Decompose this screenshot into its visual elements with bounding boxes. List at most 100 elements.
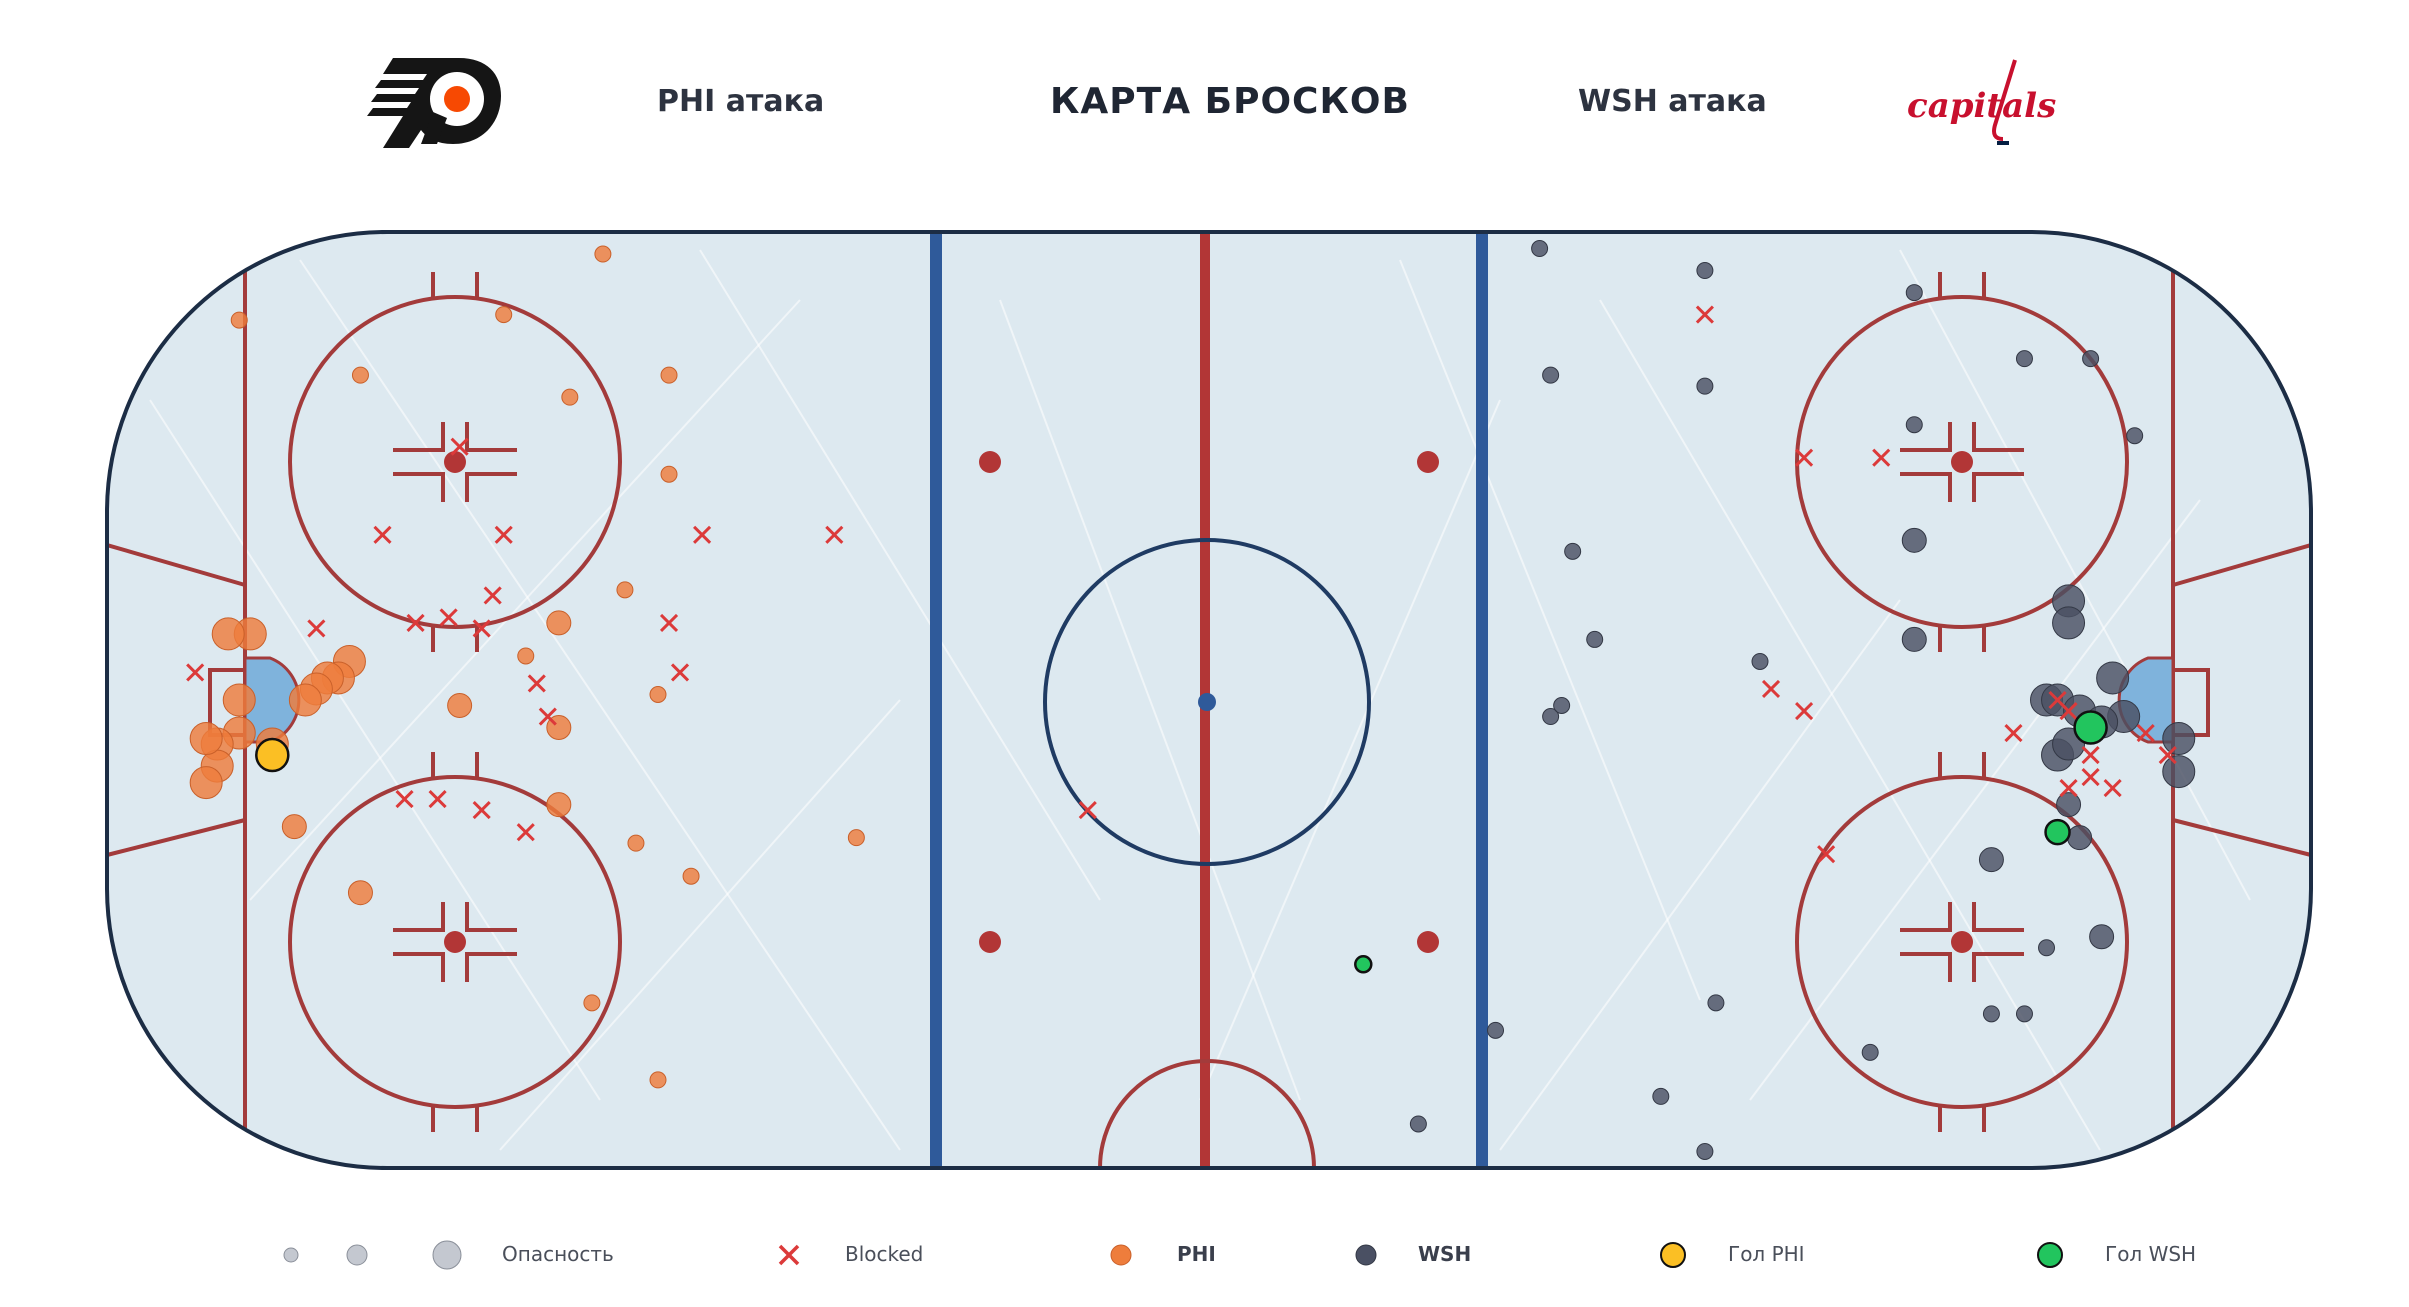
shot-mark-wsh	[1982, 1005, 2000, 1023]
shot-mark-phi	[649, 1071, 667, 1089]
shot-mark-phi	[660, 366, 678, 384]
shot-mark-wsh	[1696, 377, 1714, 395]
shot-mark-phi	[347, 880, 373, 906]
shot-mark-wsh	[1978, 847, 2004, 873]
shot-mark-wsh	[1707, 994, 1725, 1012]
blocked-shot-mark	[1872, 448, 1891, 467]
shot-mark-wsh	[1696, 262, 1714, 280]
legend-danger-medium	[346, 1244, 368, 1266]
shot-mark-wsh	[2082, 350, 2100, 368]
blocked-shot-mark	[825, 525, 844, 544]
away-attack-label: WSH атака	[1578, 84, 1767, 119]
shot-mark-wsh	[1564, 542, 1582, 560]
faceoff-circle	[1795, 295, 2129, 629]
blocked-shot-mark	[527, 674, 546, 693]
shot-mark-phi	[616, 581, 634, 599]
shot-mark-wsh	[1542, 366, 1560, 384]
shot-mark-phi	[660, 465, 678, 483]
shot-mark-wsh	[2126, 427, 2144, 445]
blocked-shot-mark	[439, 608, 458, 627]
blocked-shot-mark	[494, 525, 513, 544]
home-attack-label: PHI атака	[657, 84, 825, 119]
legend-goal-phi-label: Гол PHI	[1728, 1242, 1805, 1266]
shot-mark-phi	[222, 683, 256, 717]
shot-mark-wsh	[1696, 1142, 1714, 1160]
blocked-shot-mark	[2004, 723, 2023, 743]
shot-mark-wsh	[2056, 792, 2082, 818]
blocked-shot-mark	[2059, 701, 2078, 721]
shot-mark-phi	[594, 245, 612, 263]
legend-wsh-marker	[1355, 1244, 1377, 1266]
blocked-shot-mark	[2158, 745, 2177, 765]
shot-mark-wsh	[1905, 284, 1923, 302]
shot-mark-wsh	[1487, 1021, 1505, 1039]
shot-mark-wsh	[2052, 606, 2086, 640]
shot-mark-wsh	[1409, 1115, 1427, 1133]
goal-mark-гол-wsh	[1354, 955, 1373, 974]
legend-danger-label: Опасность	[502, 1242, 614, 1266]
blocked-shot-mark	[516, 823, 535, 842]
shot-mark-wsh	[1861, 1043, 1879, 1061]
blocked-shot-mark	[307, 619, 326, 638]
shot-mark-phi	[189, 766, 223, 800]
shot-marks	[189, 240, 2196, 1160]
chart-title: КАРТА БРОСКОВ	[1050, 81, 1410, 122]
shot-mark-wsh	[1901, 527, 1927, 553]
shot-mark-phi	[230, 311, 248, 329]
shot-mark-phi	[447, 693, 473, 719]
shot-mark-phi	[288, 683, 322, 717]
blocked-shot-mark	[2103, 779, 2122, 798]
shot-mark-wsh	[1905, 416, 1923, 434]
faceoff-dot	[1951, 451, 1973, 473]
blocked-shot-mark	[472, 801, 491, 820]
shot-mark-phi	[627, 834, 645, 852]
capitals-logo-text: capitals	[1907, 86, 2056, 126]
shot-mark-wsh	[2067, 825, 2093, 851]
shot-mark-wsh	[2162, 722, 2196, 756]
capitals-logo: capitals	[1905, 55, 2065, 150]
shot-mark-phi	[517, 647, 535, 665]
faceoff-dot	[444, 451, 466, 473]
blocked-shot-mark	[2081, 768, 2100, 787]
blocked-shot-mark	[2136, 723, 2155, 743]
blocked-shot-mark	[395, 790, 414, 809]
legend-wsh-label: WSH	[1418, 1242, 1472, 1266]
blocked-shot-mark	[428, 790, 447, 809]
goal-mark-гол-wsh	[2073, 710, 2108, 745]
blocked-shot-mark	[1078, 801, 1097, 820]
blocked-shot-mark	[2081, 745, 2100, 765]
rink-boards	[105, 230, 2313, 1170]
blocked-shot-mark	[450, 437, 469, 456]
blocked-shot-mark	[659, 613, 679, 632]
shot-mark-phi	[211, 617, 245, 651]
shot-mark-wsh	[1751, 652, 1769, 670]
blocked-shot-mark	[472, 619, 491, 638]
shot-mark-wsh	[2096, 661, 2130, 695]
shot-mark-phi	[281, 814, 307, 840]
goal-mark-гол-wsh	[2044, 818, 2071, 846]
shot-mark-phi	[546, 792, 572, 818]
legend-phi-marker	[1110, 1244, 1132, 1266]
shot-mark-wsh	[1901, 626, 1927, 652]
blocked-shot-mark	[670, 663, 690, 682]
blocked-marks	[186, 305, 2177, 864]
shot-mark-wsh	[1553, 697, 1571, 715]
shot-mark-wsh	[1542, 708, 1560, 726]
shot-mark-wsh	[2015, 1005, 2033, 1023]
shot-mark-phi	[561, 388, 579, 406]
blocked-shot-mark	[1695, 305, 1714, 324]
shot-mark-wsh	[2038, 939, 2056, 957]
faceoff-circle	[1795, 775, 2129, 1109]
legend-marks	[283, 1240, 2063, 1270]
shot-mark-wsh	[1531, 240, 1549, 258]
blocked-shot-mark	[1761, 679, 1781, 699]
shot-mark-wsh	[2162, 755, 2196, 789]
legend-danger-large	[432, 1240, 462, 1270]
legend-goal-wsh-marker	[2037, 1242, 2063, 1268]
legend-blocked-label: Blocked	[845, 1242, 924, 1266]
shot-mark-phi	[649, 685, 667, 703]
faceoff-circle	[288, 775, 622, 1109]
faceoff-circles	[288, 272, 2129, 1132]
shot-mark-wsh	[2089, 924, 2115, 950]
blocked-shot-mark	[1795, 448, 1814, 467]
